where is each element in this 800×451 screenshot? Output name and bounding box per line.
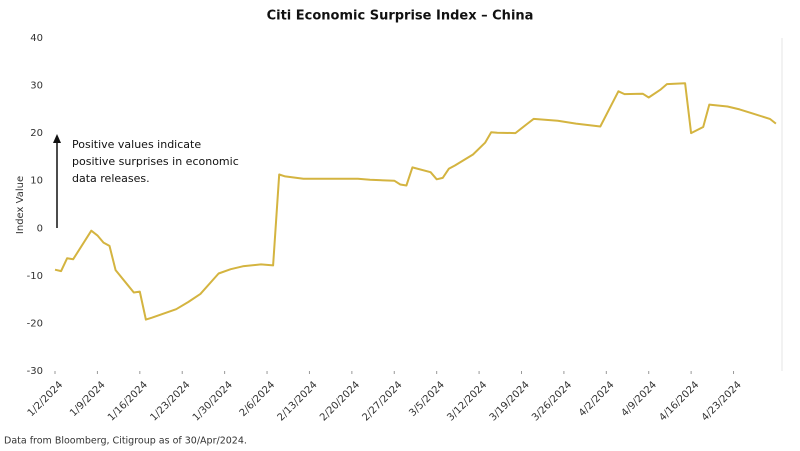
y-tick-label: -30 — [27, 366, 43, 377]
source-note: Data from Bloomberg, Citigroup as of 30/… — [4, 436, 247, 447]
x-tick-label: 1/2/2024 — [26, 379, 66, 419]
y-tick-label: -20 — [27, 318, 43, 329]
x-tick-label: 1/9/2024 — [68, 379, 108, 419]
x-tick-label: 2/6/2024 — [238, 379, 278, 419]
x-tick-label: 4/9/2024 — [619, 379, 659, 419]
data-line — [54, 82, 777, 321]
x-tick-label: 1/30/2024 — [191, 379, 235, 423]
x-tick-label: 4/2/2024 — [577, 379, 617, 419]
y-tick-label: -10 — [27, 271, 43, 282]
annotation-line: positive surprises in economic — [72, 155, 239, 168]
x-tick-label: 3/12/2024 — [445, 379, 489, 423]
x-tick-label: 1/16/2024 — [106, 379, 150, 423]
y-tick-label: 0 — [37, 223, 43, 234]
x-tick-label: 2/20/2024 — [318, 379, 362, 423]
chart-title: Citi Economic Surprise Index – China — [267, 9, 534, 24]
x-tick-label: 4/16/2024 — [657, 379, 701, 423]
annotation-line: data releases. — [72, 172, 150, 185]
x-tick-label: 3/26/2024 — [530, 379, 574, 423]
x-tick-label: 4/23/2024 — [700, 379, 744, 423]
y-tick-label: 10 — [30, 176, 43, 187]
annotation-arrowhead — [53, 134, 61, 143]
y-tick-label: 30 — [30, 81, 43, 92]
x-tick-label: 3/19/2024 — [488, 379, 532, 423]
x-tick-label: 1/23/2024 — [148, 379, 192, 423]
x-tick-label: 2/27/2024 — [360, 379, 404, 423]
y-axis-label: Index Value — [15, 176, 26, 234]
y-tick-label: 40 — [30, 33, 43, 44]
x-tick-label: 2/13/2024 — [276, 379, 320, 423]
annotation-line: Positive values indicate — [72, 138, 201, 151]
y-tick-label: 20 — [30, 128, 43, 139]
x-tick-label: 3/5/2024 — [407, 379, 447, 419]
